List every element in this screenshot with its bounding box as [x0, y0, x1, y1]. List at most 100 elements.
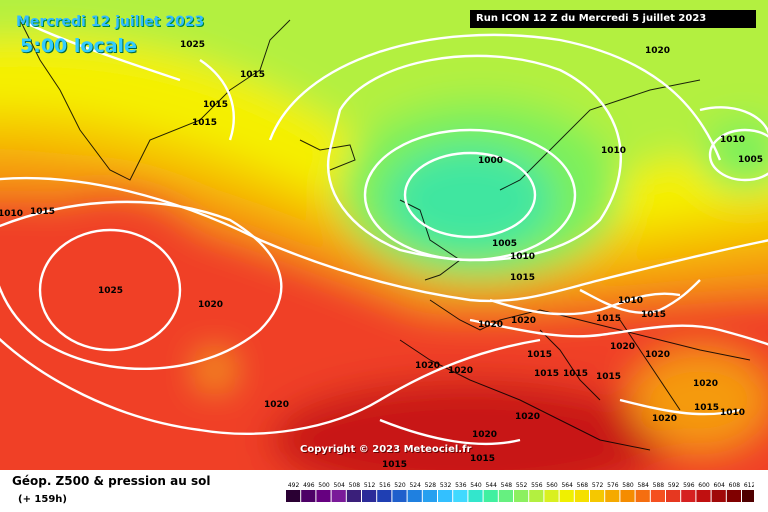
scale-swatch	[362, 490, 377, 502]
scale-value: 568	[577, 482, 589, 489]
isobar-label: 1025	[180, 40, 205, 50]
forecast-hour: 5:00 locale	[20, 35, 137, 57]
scale-swatch	[438, 490, 453, 502]
scale-value: 580	[622, 482, 634, 489]
scale-swatch	[468, 490, 483, 502]
scale-swatch	[301, 490, 316, 502]
isobar-label: 1010	[601, 146, 626, 156]
isobar-label: 1015	[527, 350, 552, 360]
scale-value: 520	[394, 482, 406, 489]
scale-value: 564	[561, 482, 573, 489]
isobar-label: 1010	[618, 296, 643, 306]
scale-value: 528	[425, 482, 437, 489]
scale-swatch	[498, 490, 513, 502]
coastlines	[19, 19, 751, 451]
isobar-label: 1020	[693, 379, 718, 389]
scale-value: 540	[470, 482, 482, 489]
isobar-label: 1015	[641, 310, 666, 320]
isobar-label: 1010	[0, 209, 23, 219]
scale-swatch	[696, 490, 711, 502]
isobars	[0, 18, 768, 446]
isobar-label: 1015	[30, 207, 55, 217]
isobar-label: 1020	[511, 316, 536, 326]
scale-swatch	[392, 490, 407, 502]
scale-swatch	[422, 490, 437, 502]
isobar-labels: 1025 1015 1015 1015 1020 1010 1005 1000 …	[0, 40, 763, 470]
forecast-date: Mercredi 12 juillet 2023	[16, 14, 205, 30]
forecast-lead-time: (+ 159h)	[18, 494, 67, 505]
scale-swatch	[377, 490, 392, 502]
isobar-label: 1015	[596, 372, 621, 382]
scale-swatch	[544, 490, 559, 502]
isobar-label: 1015	[534, 369, 559, 379]
color-scale: 492 496 500 504 508 512 516 520 524 528 532 536 540 5…	[286, 482, 754, 502]
isobar-label: 1015	[694, 403, 719, 413]
scale-value: 600	[698, 482, 710, 489]
scale-value: 576	[607, 482, 619, 489]
isobar-label: 1020	[645, 46, 670, 56]
isobar-label: 1015	[382, 460, 407, 470]
isobar-label: 1020	[652, 414, 677, 424]
scale-swatch	[331, 490, 346, 502]
scale-swatch	[529, 490, 544, 502]
isobar-label: 1010	[720, 135, 745, 145]
scale-swatch	[681, 490, 696, 502]
scale-swatch	[574, 490, 589, 502]
scale-value: 592	[668, 482, 680, 489]
scale-value: 548	[501, 482, 513, 489]
copyright-text: Copyright © 2023 Meteociel.fr	[300, 444, 472, 455]
isobar-label: 1015	[240, 70, 265, 80]
map-title: Géop. Z500 & pression au sol	[12, 474, 211, 488]
scale-swatch	[726, 490, 741, 502]
scale-value: 500	[318, 482, 330, 489]
scale-value: 524	[409, 482, 421, 489]
model-run-label: Run ICON 12 Z du Mercredi 5 juillet 2023	[470, 10, 756, 28]
scale-swatch	[286, 490, 301, 502]
scale-value: 588	[653, 482, 665, 489]
scale-value: 572	[592, 482, 604, 489]
scale-swatch	[590, 490, 605, 502]
scale-value: 560	[546, 482, 558, 489]
isobar-label: 1020	[264, 400, 289, 410]
isobar-label: 1020	[645, 350, 670, 360]
scale-value: 556	[531, 482, 543, 489]
isobar-label: 1010	[720, 408, 745, 418]
geopotential-map: 1025 1015 1015 1015 1020 1010 1005 1000 …	[0, 0, 768, 470]
isobar-label: 1000	[478, 156, 503, 166]
isobar-label: 1010	[510, 252, 535, 262]
isobar-label: 1015	[192, 118, 217, 128]
isobar-label: 1015	[510, 273, 535, 283]
isobar-label: 1020	[515, 412, 540, 422]
scale-value: 512	[364, 482, 376, 489]
scale-swatch	[620, 490, 635, 502]
scale-swatch	[407, 490, 422, 502]
isobar-label: 1015	[203, 100, 228, 110]
isobar-label: 1020	[415, 361, 440, 371]
scale-value: 544	[485, 482, 497, 489]
scale-value: 496	[303, 482, 315, 489]
scale-swatch	[635, 490, 650, 502]
scale-swatch	[666, 490, 681, 502]
scale-swatch	[559, 490, 574, 502]
scale-value: 492	[288, 482, 300, 489]
scale-swatch	[605, 490, 620, 502]
isobar-label: 1020	[610, 342, 635, 352]
scale-value: 508	[349, 482, 361, 489]
scale-value: 516	[379, 482, 391, 489]
scale-value: 584	[637, 482, 649, 489]
scale-swatch	[483, 490, 498, 502]
scale-value: 536	[455, 482, 467, 489]
scale-value: 552	[516, 482, 528, 489]
isobar-label: 1005	[738, 155, 763, 165]
isobar-label: 1015	[596, 314, 621, 324]
scale-value: 532	[440, 482, 452, 489]
scale-value: 612	[744, 482, 754, 489]
isobar-label: 1015	[563, 369, 588, 379]
scale-swatch	[711, 490, 726, 502]
isobar-label: 1020	[448, 366, 473, 376]
scale-value: 608	[729, 482, 741, 489]
scale-swatch	[453, 490, 468, 502]
isobar-label: 1015	[470, 454, 495, 464]
scale-value: 604	[713, 482, 725, 489]
